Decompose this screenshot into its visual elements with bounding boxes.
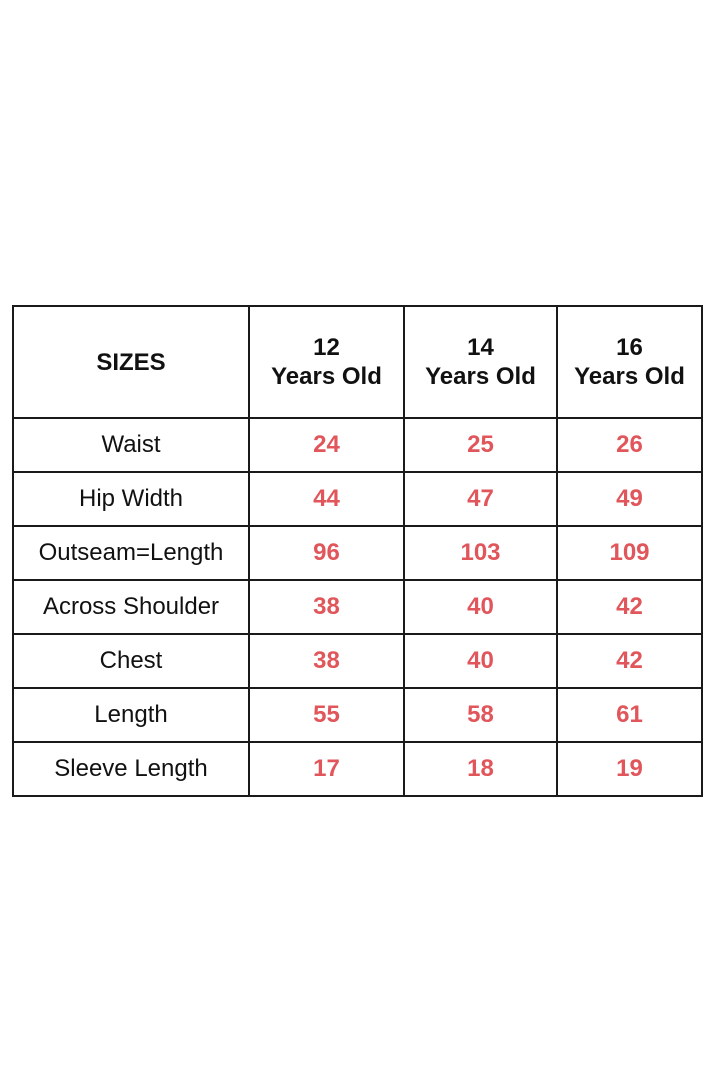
cell-value: 40 — [403, 633, 558, 689]
cell-value: 103 — [403, 525, 558, 581]
column-header-14: 14 Years Old — [403, 305, 558, 419]
table-row: Length 55 58 61 — [12, 687, 703, 743]
table-row: Across Shoulder 38 40 42 — [12, 579, 703, 635]
cell-value: 18 — [403, 741, 558, 797]
column-header-16: 16 Years Old — [556, 305, 703, 419]
cell-value: 44 — [248, 471, 405, 527]
column-age: 14 — [467, 334, 494, 361]
cell-value: 42 — [556, 633, 703, 689]
cell-value: 40 — [403, 579, 558, 635]
table-row: Outseam=Length 96 103 109 — [12, 525, 703, 581]
cell-value: 96 — [248, 525, 405, 581]
cell-value: 25 — [403, 417, 558, 473]
cell-value: 49 — [556, 471, 703, 527]
column-unit: Years Old — [425, 363, 536, 390]
cell-value: 47 — [403, 471, 558, 527]
column-unit: Years Old — [574, 363, 685, 390]
cell-value: 38 — [248, 579, 405, 635]
table-row: Chest 38 40 42 — [12, 633, 703, 689]
row-label: Across Shoulder — [12, 579, 250, 635]
row-label: Chest — [12, 633, 250, 689]
cell-value: 58 — [403, 687, 558, 743]
column-unit: Years Old — [271, 363, 382, 390]
column-age: 12 — [313, 334, 340, 361]
size-chart-table: SIZES 12 Years Old 14 Years Old 16 Years… — [12, 305, 703, 797]
column-age: 16 — [616, 334, 643, 361]
row-label: Sleeve Length — [12, 741, 250, 797]
cell-value: 24 — [248, 417, 405, 473]
table-row: Hip Width 44 47 49 — [12, 471, 703, 527]
row-label: Waist — [12, 417, 250, 473]
table-row: Waist 24 25 26 — [12, 417, 703, 473]
row-label: Outseam=Length — [12, 525, 250, 581]
sizes-header: SIZES — [12, 305, 250, 419]
cell-value: 109 — [556, 525, 703, 581]
row-label: Hip Width — [12, 471, 250, 527]
cell-value: 42 — [556, 579, 703, 635]
cell-value: 19 — [556, 741, 703, 797]
row-label: Length — [12, 687, 250, 743]
table-row: Sleeve Length 17 18 19 — [12, 741, 703, 797]
cell-value: 38 — [248, 633, 405, 689]
cell-value: 17 — [248, 741, 405, 797]
cell-value: 26 — [556, 417, 703, 473]
table-header-row: SIZES 12 Years Old 14 Years Old 16 Years… — [12, 305, 703, 419]
column-header-12: 12 Years Old — [248, 305, 405, 419]
cell-value: 55 — [248, 687, 405, 743]
cell-value: 61 — [556, 687, 703, 743]
